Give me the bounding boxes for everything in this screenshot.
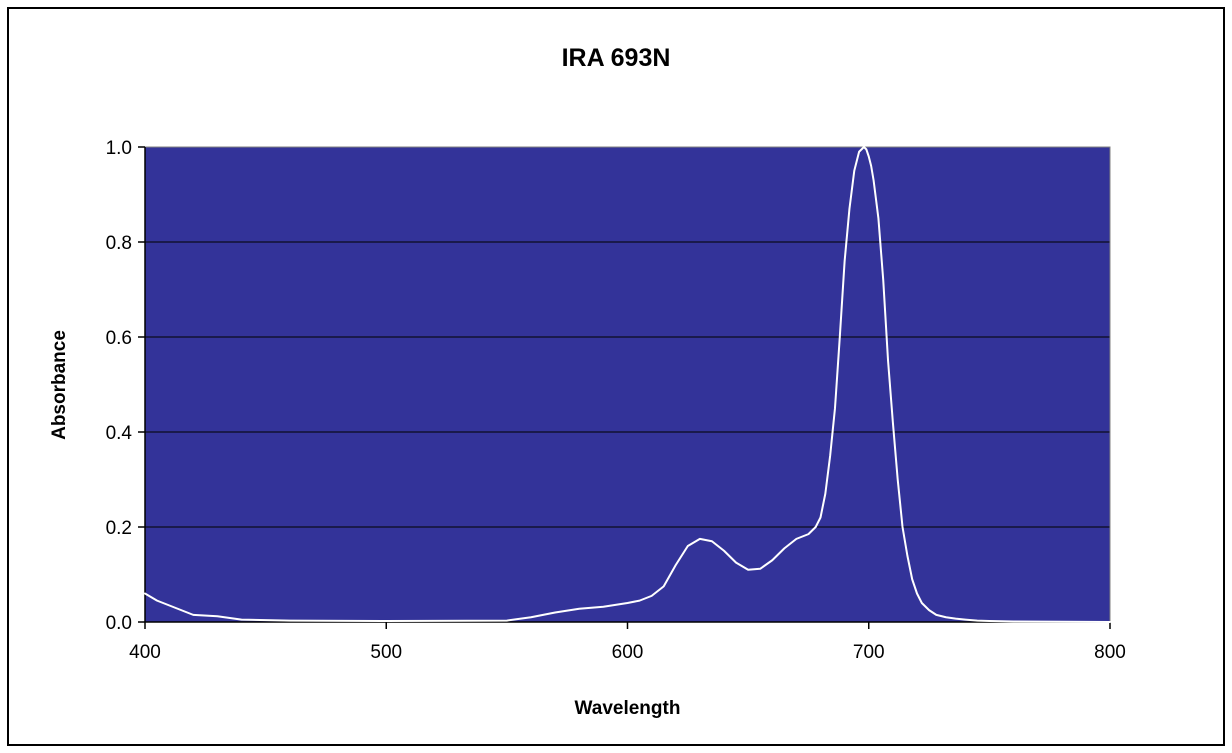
plot-area [145,147,1110,622]
x-tick-label: 400 [129,642,161,663]
x-axis-label: Wavelength [574,698,681,719]
y-tick-label: 0.6 [106,328,132,349]
chart-title: IRA 693N [561,44,671,72]
y-tick-label: 0.0 [106,613,132,634]
series-group [144,146,1111,623]
x-tick-label: 500 [370,642,402,663]
series-line-0 [144,146,1111,623]
y-tick-label: 0.4 [106,423,133,444]
y-tick-label: 0.2 [106,518,132,539]
y-axis-label: Absorbance [49,330,70,440]
x-ticks: 400 500 600 700 800 [129,622,1126,663]
x-tick-label: 800 [1094,642,1126,663]
x-tick-label: 600 [612,642,644,663]
x-tick-label: 700 [853,642,885,663]
y-ticks: 0.0 0.2 0.4 0.6 0.8 1.0 [106,138,145,634]
y-tick-label: 0.8 [106,233,132,254]
y-tick-label: 1.0 [106,138,132,159]
